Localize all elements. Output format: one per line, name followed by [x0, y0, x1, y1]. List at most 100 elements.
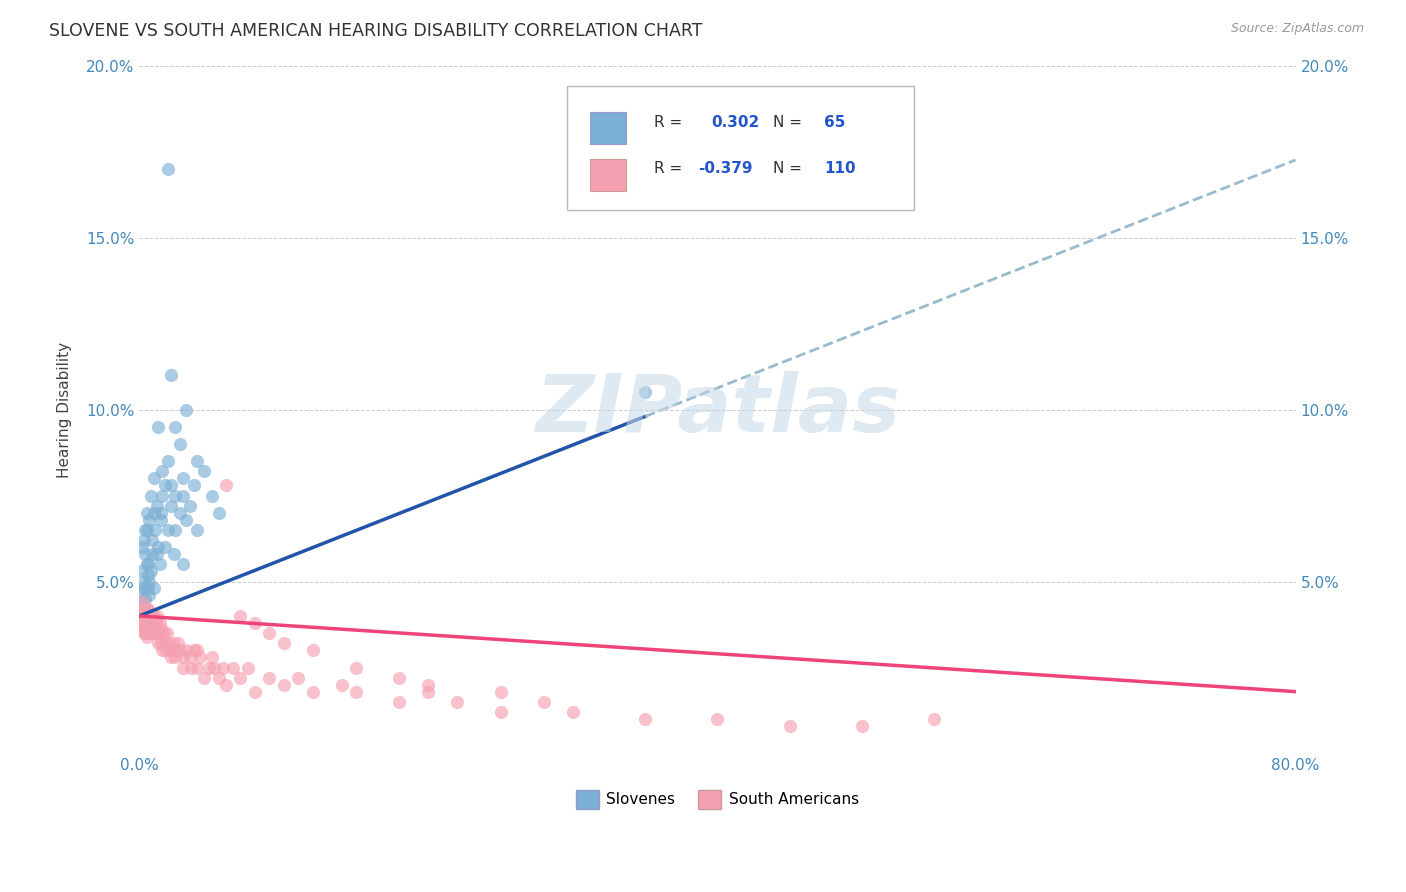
- Point: [193, 465, 215, 479]
- Point: [146, 636, 169, 650]
- Point: [301, 684, 323, 698]
- Point: [183, 478, 205, 492]
- Point: [418, 684, 440, 698]
- Text: SLOVENE VS SOUTH AMERICAN HEARING DISABILITY CORRELATION CHART: SLOVENE VS SOUTH AMERICAN HEARING DISABI…: [49, 22, 703, 40]
- Point: [344, 660, 367, 674]
- Point: [179, 499, 201, 513]
- Point: [145, 609, 167, 624]
- Y-axis label: Hearing Disability: Hearing Disability: [58, 342, 72, 477]
- Point: [129, 585, 152, 599]
- Text: R =: R =: [654, 161, 688, 177]
- Point: [149, 506, 172, 520]
- Point: [215, 478, 238, 492]
- Point: [634, 712, 657, 726]
- Point: [160, 478, 183, 492]
- Point: [212, 660, 235, 674]
- Point: [135, 609, 157, 624]
- Point: [851, 719, 873, 733]
- Point: [174, 513, 197, 527]
- Text: -0.379: -0.379: [697, 161, 752, 177]
- Point: [152, 643, 174, 657]
- Point: [136, 567, 159, 582]
- Point: [165, 643, 187, 657]
- Point: [135, 602, 157, 616]
- Text: N =: N =: [773, 114, 807, 129]
- Point: [157, 523, 180, 537]
- Point: [159, 643, 181, 657]
- Point: [131, 615, 153, 630]
- Point: [193, 671, 215, 685]
- Point: [146, 419, 169, 434]
- Point: [149, 513, 172, 527]
- Point: [136, 558, 159, 572]
- Point: [180, 660, 202, 674]
- Point: [143, 523, 166, 537]
- Point: [148, 558, 170, 572]
- Point: [139, 489, 162, 503]
- Point: [138, 574, 160, 589]
- Text: R =: R =: [654, 114, 688, 129]
- Point: [259, 671, 281, 685]
- Point: [145, 615, 167, 630]
- Point: [132, 533, 155, 548]
- Point: [141, 626, 163, 640]
- Point: [183, 643, 205, 657]
- Point: [208, 506, 231, 520]
- Point: [174, 402, 197, 417]
- Point: [135, 630, 157, 644]
- Point: [533, 695, 555, 709]
- Point: [138, 626, 160, 640]
- Point: [172, 489, 194, 503]
- Point: [148, 615, 170, 630]
- Point: [172, 650, 194, 665]
- Point: [160, 650, 183, 665]
- Point: [141, 547, 163, 561]
- Point: [138, 513, 160, 527]
- Point: [135, 623, 157, 637]
- Point: [186, 523, 208, 537]
- Point: [134, 547, 156, 561]
- Point: [146, 626, 169, 640]
- Point: [301, 643, 323, 657]
- Point: [145, 499, 167, 513]
- Point: [136, 615, 159, 630]
- Point: [138, 615, 160, 630]
- Point: [172, 660, 194, 674]
- Point: [172, 471, 194, 485]
- Point: [165, 419, 187, 434]
- Point: [200, 489, 222, 503]
- Point: [131, 540, 153, 554]
- Point: [142, 582, 165, 596]
- Point: [132, 602, 155, 616]
- Point: [287, 671, 309, 685]
- Point: [141, 533, 163, 548]
- Point: [143, 615, 166, 630]
- Point: [136, 623, 159, 637]
- Point: [229, 609, 252, 624]
- Point: [132, 609, 155, 624]
- Point: [446, 695, 468, 709]
- Point: [179, 650, 201, 665]
- Point: [132, 582, 155, 596]
- Point: [134, 615, 156, 630]
- Point: [138, 623, 160, 637]
- Point: [142, 609, 165, 624]
- Point: [157, 454, 180, 468]
- Point: [134, 626, 156, 640]
- Text: ZIPatlas: ZIPatlas: [534, 370, 900, 449]
- Point: [131, 609, 153, 624]
- Point: [135, 602, 157, 616]
- Point: [155, 540, 177, 554]
- Point: [162, 636, 184, 650]
- Point: [139, 623, 162, 637]
- FancyBboxPatch shape: [591, 112, 626, 144]
- Point: [153, 626, 176, 640]
- Point: [149, 636, 172, 650]
- Point: [155, 643, 177, 657]
- Point: [136, 602, 159, 616]
- Point: [706, 712, 728, 726]
- Point: [135, 506, 157, 520]
- Point: [136, 582, 159, 596]
- Point: [200, 650, 222, 665]
- Point: [136, 609, 159, 624]
